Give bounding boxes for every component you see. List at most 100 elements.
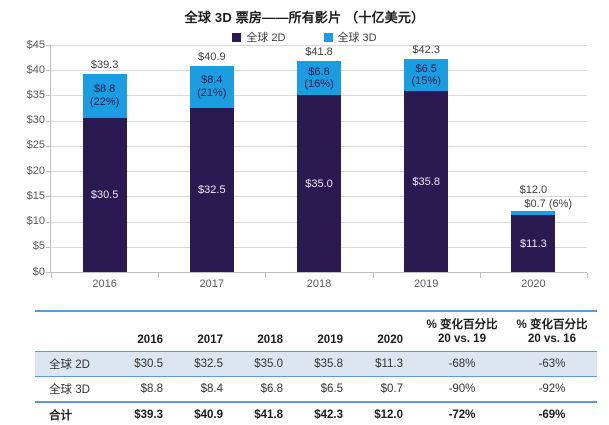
cell: $32.5 <box>194 358 223 370</box>
bar-value-label-2d: $32.5 <box>198 184 226 197</box>
y-axis-tick <box>46 145 50 147</box>
cell: -90% <box>448 383 476 395</box>
bar-value-label-2d: $35.8 <box>412 175 440 188</box>
y-axis-tick <box>46 120 50 122</box>
cell: -69% <box>538 409 566 421</box>
y-axis-tick <box>46 171 50 173</box>
bar-segment-3d-2016: $8.8 (22%) <box>82 73 127 119</box>
y-axis-label: $30 <box>26 114 45 127</box>
col-header-2020: 2020 <box>377 334 403 346</box>
bar-segment-3d-2019: $6.5 (15%) <box>404 58 449 92</box>
col-header-2018: 2018 <box>257 334 283 346</box>
bar-value-label-2d: $11.3 <box>520 237 547 250</box>
bar-value-label-3d: $8.8 (22%) <box>89 83 120 108</box>
y-axis-tick <box>46 246 50 248</box>
y-axis-label: $0 <box>32 265 45 278</box>
y-axis-label: $15 <box>26 189 45 202</box>
bar-segment-2d-2019: $35.8 <box>404 91 449 272</box>
cell: $11.3 <box>375 358 403 370</box>
cell: $0.7 <box>380 383 403 395</box>
table-row-total: 合计 $39.3 $40.9 $41.8 $42.3 $12.0 -72% -6… <box>35 402 597 425</box>
bar-segment-2d-2016: $30.5 <box>82 118 127 272</box>
bar-segment-3d-2017: $8.4 (21%) <box>189 65 234 109</box>
bar-segment-2d-2018: $35.0 <box>297 95 341 272</box>
bar-value-label-3d-outside: $0.7 (6%) <box>524 198 573 211</box>
table-row-global-2d: 全球 2D $30.5 $32.5 $35.0 $35.8 $11.3 -68%… <box>35 351 597 377</box>
col-header-change-20v19: % 变化百分比 20 vs. 19 <box>426 319 498 345</box>
y-axis-tick <box>46 45 50 46</box>
cell: $42.3 <box>314 409 343 421</box>
x-axis-label-2018: 2018 <box>306 278 332 290</box>
x-axis-tick <box>587 273 588 278</box>
col-header-2016: 2016 <box>137 334 163 346</box>
cell: $35.0 <box>254 358 283 370</box>
y-axis-label: $45 <box>26 38 45 51</box>
bar-total-label-2017: $40.9 <box>198 50 226 63</box>
y-axis-label: $5 <box>32 240 45 253</box>
cell: $6.5 <box>320 383 343 395</box>
y-axis-label: $20 <box>26 164 45 177</box>
y-axis-label: $35 <box>26 88 45 101</box>
cell: $30.5 <box>134 358 163 370</box>
gridline <box>51 45 587 46</box>
cell: $35.8 <box>314 358 343 370</box>
cell: $8.8 <box>140 383 163 395</box>
x-axis-label-2019: 2019 <box>413 278 439 290</box>
row-label: 全球 3D <box>49 384 90 396</box>
row-label: 合计 <box>49 410 72 422</box>
y-axis-tick <box>46 196 50 198</box>
bar-value-label-3d: $6.8 (16%) <box>304 65 334 91</box>
chart-legend: 全球 2D 全球 3D <box>0 29 609 45</box>
x-axis-tick <box>51 273 52 278</box>
cell: $12.0 <box>374 409 403 421</box>
legend-label-2d: 全球 2D <box>246 32 286 44</box>
x-axis-tick <box>158 273 160 278</box>
y-axis-label: $40 <box>26 63 45 76</box>
col-header-change-20v16: % 变化百分比 20 vs. 16 <box>516 319 588 345</box>
chart-title: 全球 3D 票房——所有影片 （十亿美元） <box>184 10 425 25</box>
y-axis-tick <box>46 95 50 97</box>
x-axis-label-2016: 2016 <box>92 278 117 290</box>
legend-item-3d: 全球 3D <box>323 29 377 45</box>
chart-plot-area: $45 $40 $35 $30 $25 $20 $15 $10 $5 $0 $30.5 $8.8 (2… <box>27 39 588 290</box>
bar-value-label-3d: $8.4 (21%) <box>197 74 227 99</box>
x-axis-tick <box>479 273 481 278</box>
cell: $41.8 <box>254 409 283 421</box>
bar-segment-3d-2018: $6.8 (16%) <box>297 61 341 96</box>
col-header-2017: 2017 <box>197 334 223 346</box>
cell: -92% <box>538 383 566 395</box>
bar-value-label-3d: $6.5 (15%) <box>411 62 441 88</box>
x-axis-label-2017: 2017 <box>199 278 225 290</box>
y-axis-tick <box>46 272 50 273</box>
bar-segment-2d-2020: $11.3 <box>511 215 556 272</box>
bar-segment-3d-2020 <box>511 211 556 215</box>
x-axis-tick <box>265 273 267 278</box>
y-axis-tick <box>46 221 50 223</box>
bar-value-label-2d: $35.0 <box>305 177 333 190</box>
legend-swatch-2d-icon <box>232 32 242 42</box>
y-axis-tick <box>46 70 50 72</box>
col-header-2019: 2019 <box>317 334 343 346</box>
cell: $40.9 <box>194 409 223 421</box>
y-axis-label: $10 <box>26 215 45 228</box>
x-axis-tick <box>372 273 374 278</box>
legend-item-2d: 全球 2D <box>232 29 286 45</box>
y-axis-label: $25 <box>26 139 45 152</box>
legend-label-3d: 全球 3D <box>337 32 377 44</box>
cell: -63% <box>538 358 566 370</box>
bar-total-label-2020: $12.0 <box>519 184 548 197</box>
bar-total-label-2019: $42.3 <box>412 43 440 56</box>
table-header-row: 2016 2017 2018 2019 2020 % 变化百分比 20 vs. … <box>35 311 597 352</box>
bar-value-label-2d: $30.5 <box>90 189 119 202</box>
x-axis-label-2020: 2020 <box>521 278 546 290</box>
bar-segment-2d-2017: $32.5 <box>189 108 234 272</box>
cell: $39.3 <box>134 409 163 421</box>
cell: $8.4 <box>200 383 223 395</box>
cell: -68% <box>448 358 476 370</box>
table-corner-cell <box>35 311 117 352</box>
legend-swatch-3d-icon <box>323 32 333 42</box>
summary-table: 2016 2017 2018 2019 2020 % 变化百分比 20 vs. … <box>35 310 597 425</box>
bar-total-label-2018: $41.8 <box>305 46 333 59</box>
bar-total-label-2016: $39.3 <box>90 58 119 71</box>
